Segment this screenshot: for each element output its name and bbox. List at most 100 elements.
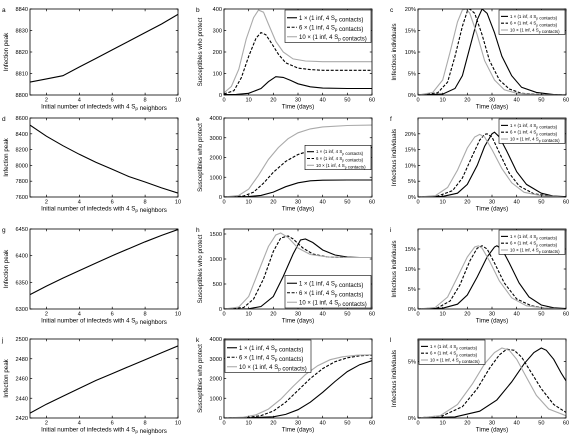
panel-k-x-tick-label: 0 <box>222 421 225 427</box>
panel-b-ylabel: Susceptibles who protect <box>197 17 204 86</box>
panel-d-x-tick-label: 4 <box>78 200 81 206</box>
panel-l-x-tick-label: 50 <box>538 421 544 427</box>
panel-g-y-tick-label: 6300 <box>16 307 28 313</box>
panel-l-x-tick-label: 10 <box>440 421 446 427</box>
panel-g-x-tick-label: 8 <box>144 312 147 318</box>
panel-c-letter: c <box>390 7 394 14</box>
panel-d-y-tick-label: 8400 <box>16 132 28 138</box>
panel-e-x-tick-label: 60 <box>369 200 375 206</box>
panel-c-y-tick-label: 20% <box>405 7 416 13</box>
panel-h-y-tick-label: 1500 <box>210 232 222 238</box>
panel-g-xlabel: Initial number of infecteds with 4 Sp ne… <box>41 318 167 327</box>
panel-c-y-tick-label: 0% <box>408 93 416 99</box>
panel-e-y-tick-label: 2000 <box>210 156 222 162</box>
panel-c-legend: 1 × (1 inf, 4 Sp contacts)6 × (1 inf, 4 … <box>498 9 566 35</box>
panel-a-xlabel: Initial number of infecteds with 4 Sp ne… <box>41 104 167 113</box>
panel-k-legend: 1 × (1 inf, 4 Sp contacts)6 × (1 inf, 4 … <box>224 339 312 373</box>
panel-c-legend-label: 1 × (1 inf, 4 Sp contacts) <box>510 14 558 21</box>
panel-l-ylabel: Infectious individuals <box>391 350 398 407</box>
panel-c-x-tick-label: 30 <box>489 98 495 104</box>
panel-j-x-tick-label: 6 <box>111 421 114 427</box>
panel-e-xlabel: Time (days) <box>282 206 314 213</box>
panel-b-x-tick-label: 20 <box>270 98 276 104</box>
panel-i-y-tick-label: 10% <box>405 267 416 273</box>
panel-e-y-tick-label: 0 <box>219 195 222 201</box>
panel-e-x-tick-label: 20 <box>270 200 276 206</box>
panel-c-x-tick-label: 60 <box>563 98 569 104</box>
panel-c-y-tick-label: 5% <box>408 72 416 78</box>
panel-a-axes-box <box>29 8 179 96</box>
panel-i-x-tick-label: 0 <box>416 312 419 318</box>
panel-i-y-tick-label: 15% <box>405 247 416 253</box>
panel-h-x-tick-label: 20 <box>270 312 276 318</box>
panel-d-y-tick-label: 8000 <box>16 163 28 169</box>
panel-d-x-tick-label: 8 <box>144 200 147 206</box>
panel-f-y-tick-label: 5% <box>408 179 416 185</box>
panel-j-x-tick-label: 10 <box>175 421 181 427</box>
panel-b-legend-label: 6 × (1 inf, 4 Sp contacts) <box>299 25 363 33</box>
panel-l-x-tick-label: 20 <box>464 421 470 427</box>
panel-d-ylabel: Infection peak <box>3 137 10 176</box>
panel-b-x-tick-label: 40 <box>320 98 326 104</box>
panel-i-letter: i <box>390 227 391 234</box>
panel-f-x-tick-label: 40 <box>514 200 520 206</box>
panel-k-xlabel: Time (days) <box>282 427 314 434</box>
panel-f-x-tick-label: 10 <box>440 200 446 206</box>
panel-g-axes-box <box>29 228 179 310</box>
panel-f-x-tick-label: 60 <box>563 200 569 206</box>
panel-a-letter: a <box>2 7 6 14</box>
panel-k-y-tick-label: 0 <box>219 416 222 422</box>
panel-l-legend-label: 6 × (1 inf, 4 Sp contacts) <box>430 351 478 358</box>
panel-c-x-tick-label: 40 <box>514 98 520 104</box>
panel-f-letter: f <box>390 116 392 123</box>
panel-l-series-1 <box>418 347 566 418</box>
panel-h-x-tick-label: 30 <box>295 312 301 318</box>
panel-e-y-tick-label: 1000 <box>210 175 222 181</box>
panel-k-y-tick-label: 1000 <box>210 396 222 402</box>
panel-a-y-tick-label: 8810 <box>16 72 28 78</box>
panel-h-y-tick-label: 1000 <box>210 257 222 263</box>
panel-c-x-tick-label: 0 <box>416 98 419 104</box>
panel-d-x-tick-label: 10 <box>175 200 181 206</box>
panel-g-x-tick-label: 4 <box>78 312 81 318</box>
panel-d-letter: d <box>2 116 6 123</box>
panel-i-y-tick-label: 0% <box>408 307 416 313</box>
panel-j-xlabel: Initial number of infecteds with 4 Sp ne… <box>41 427 167 436</box>
panel-i-legend-label: 10 × (1 inf, 4 Sp contacts) <box>510 248 560 255</box>
panel-b-x-tick-label: 10 <box>246 98 252 104</box>
panel-a-x-tick-label: 4 <box>78 98 81 104</box>
panel-b-legend-label: 10 × (1 inf, 4 Sp contacts) <box>299 35 367 43</box>
panel-a-y-tick-label: 8820 <box>16 50 28 56</box>
panel-h-x-tick-label: 0 <box>222 312 225 318</box>
panel-k-legend-label: 10 × (1 inf, 4 Sp contacts) <box>239 365 307 373</box>
panel-j-y-tick-label: 2460 <box>16 377 28 383</box>
panel-l-legend-label: 1 × (1 inf, 4 Sp contacts) <box>430 344 478 351</box>
panel-k-x-tick-label: 50 <box>344 421 350 427</box>
panel-b-y-tick-label: 0 <box>219 93 222 99</box>
panel-i-series-1 <box>418 245 566 309</box>
panel-c-series-1 <box>418 9 566 95</box>
panel-e-x-tick-label: 30 <box>295 200 301 206</box>
panel-d-axes-box <box>29 117 179 198</box>
panel-a-y-tick-label: 8830 <box>16 29 28 35</box>
panel-b-xlabel: Time (days) <box>282 104 314 111</box>
panel-f-y-tick-label: 10% <box>405 163 416 169</box>
panel-e-ylabel: Susceptibles who protect <box>197 123 204 192</box>
panel-a-x-tick-label: 10 <box>175 98 181 104</box>
panel-h-x-tick-label: 60 <box>369 312 375 318</box>
panel-i-legend: 1 × (1 inf, 4 Sp contacts)6 × (1 inf, 4 … <box>498 229 566 255</box>
panel-d-x-tick-label: 2 <box>45 200 48 206</box>
panel-i-x-tick-label: 60 <box>563 312 569 318</box>
panel-l-series-3 <box>418 347 566 418</box>
panel-c: 0 10 20 30 40 50 60 0% 5% 10% 15% 20% c Time (days) In… <box>390 7 569 111</box>
panel-j-y-tick-label: 2500 <box>16 337 28 343</box>
panel-c-xlabel: Time (days) <box>476 104 508 111</box>
panel-b-legend-label: 1 × (1 inf, 4 Sp contacts) <box>299 16 363 24</box>
panel-e-x-tick-label: 40 <box>320 200 326 206</box>
panel-f-legend-label: 10 × (1 inf, 4 Sp contacts) <box>510 137 560 144</box>
panel-b-series-1 <box>224 76 372 95</box>
panel-e-legend: 1 × (1 inf, 4 Sp contacts)6 × (1 inf, 4 … <box>304 145 372 171</box>
panel-i-x-tick-label: 50 <box>538 312 544 318</box>
